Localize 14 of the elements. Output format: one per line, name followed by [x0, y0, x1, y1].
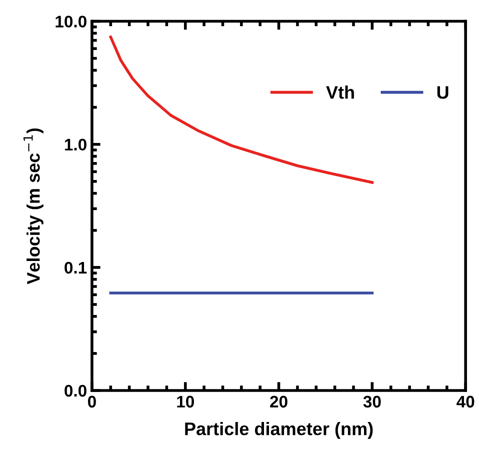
- x-tick-label: 30: [363, 396, 381, 408]
- y-tick-label: 10.0: [56, 16, 86, 28]
- x-tick-label: 10: [177, 396, 194, 408]
- x-tick-label: 40: [456, 396, 474, 408]
- line-series: [109, 36, 374, 184]
- x-tick-label: 20: [270, 396, 288, 408]
- y-tick-label: 1.0: [64, 138, 86, 151]
- y-tick-label: 0.1: [64, 262, 87, 274]
- y-tick-label: 0.0: [64, 384, 86, 397]
- legend-label: U: [437, 86, 448, 99]
- x-axis-title: Particle diameter (nm): [185, 422, 373, 439]
- y-axis-title: Velocity (m sec$^{−1}$): [24, 128, 44, 284]
- x-tick-label: 0: [88, 396, 96, 408]
- legend-label: Vth: [326, 86, 354, 99]
